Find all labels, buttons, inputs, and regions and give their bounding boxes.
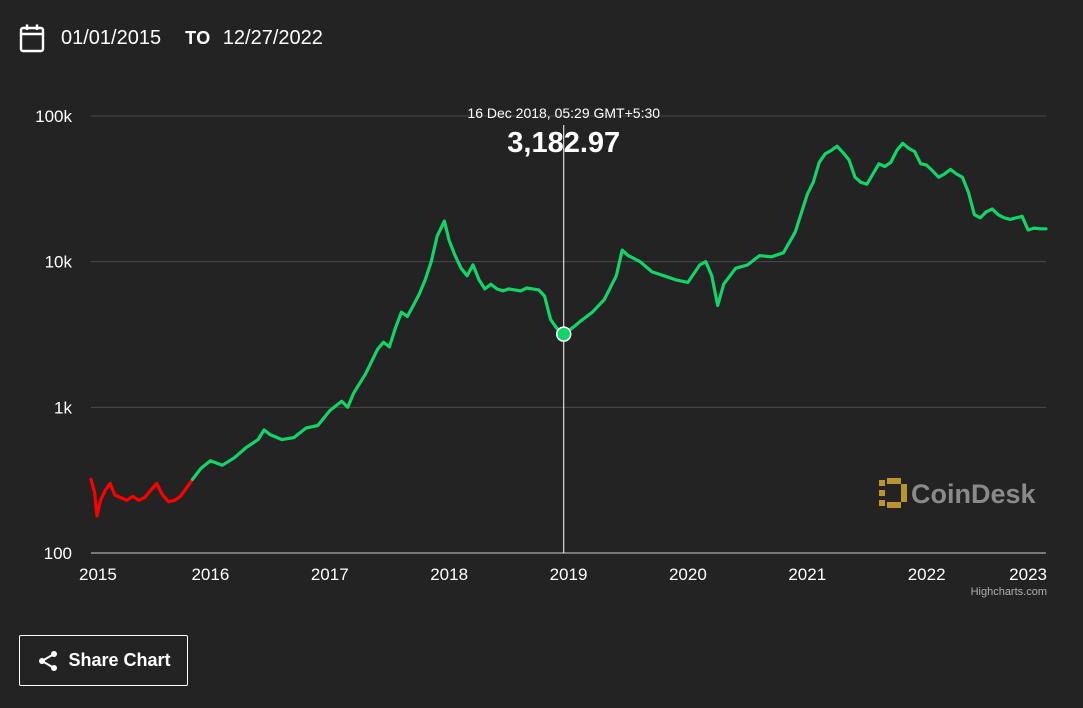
x-tick-label: 2015 xyxy=(79,565,117,584)
tooltip-value: 3,182.97 xyxy=(507,127,620,159)
x-tick-label: 2016 xyxy=(191,565,229,584)
watermark-text: CoinDesk xyxy=(911,479,1037,509)
date-range-bar: 01/01/2015 TO 12/27/2022 xyxy=(19,22,323,54)
tooltip: 16 Dec 2018, 05:29 GMT+5:30 3,182.97 xyxy=(467,105,660,553)
series-line-down xyxy=(89,477,195,518)
x-tick-label: 2020 xyxy=(669,565,707,584)
y-tick-label: 1k xyxy=(54,398,72,417)
x-tick-label: 2021 xyxy=(788,565,826,584)
highcharts-credits[interactable]: Highcharts.com xyxy=(970,586,1047,598)
share-chart-button[interactable]: Share Chart xyxy=(19,635,188,686)
x-tick-label: 2023 xyxy=(1009,565,1047,584)
x-tick-label: 2022 xyxy=(908,565,946,584)
share-icon xyxy=(39,650,58,671)
hover-point-marker xyxy=(555,326,572,342)
y-tick-label: 10k xyxy=(45,253,73,272)
x-tick-label: 2017 xyxy=(311,565,349,584)
x-tick-label: 2019 xyxy=(550,565,588,584)
y-tick-label: 100k xyxy=(35,107,72,126)
start-date-input[interactable]: 01/01/2015 xyxy=(61,26,162,49)
grid-lines xyxy=(91,115,1046,554)
y-tick-label: 100 xyxy=(44,544,72,563)
x-tick-label: 2018 xyxy=(430,565,468,584)
tooltip-date: 16 Dec 2018, 05:29 GMT+5:30 xyxy=(467,105,660,121)
end-date-input[interactable]: 12/27/2022 xyxy=(222,26,323,49)
price-chart[interactable]: 100 1k 10k 100k 2015 2016 2017 2018 2019 2020 2021… xyxy=(0,0,1083,600)
share-chart-label: Share Chart xyxy=(68,650,171,670)
coindesk-watermark: CoinDesk xyxy=(879,478,1037,509)
to-label: TO xyxy=(185,27,211,48)
series-line-up xyxy=(190,141,1048,481)
axes: 100 1k 10k 100k 2015 2016 2017 2018 2019 2020 2021… xyxy=(35,107,1047,584)
series-group xyxy=(89,141,1048,518)
calendar-icon[interactable] xyxy=(19,23,45,53)
coindesk-logo-icon xyxy=(879,478,907,508)
